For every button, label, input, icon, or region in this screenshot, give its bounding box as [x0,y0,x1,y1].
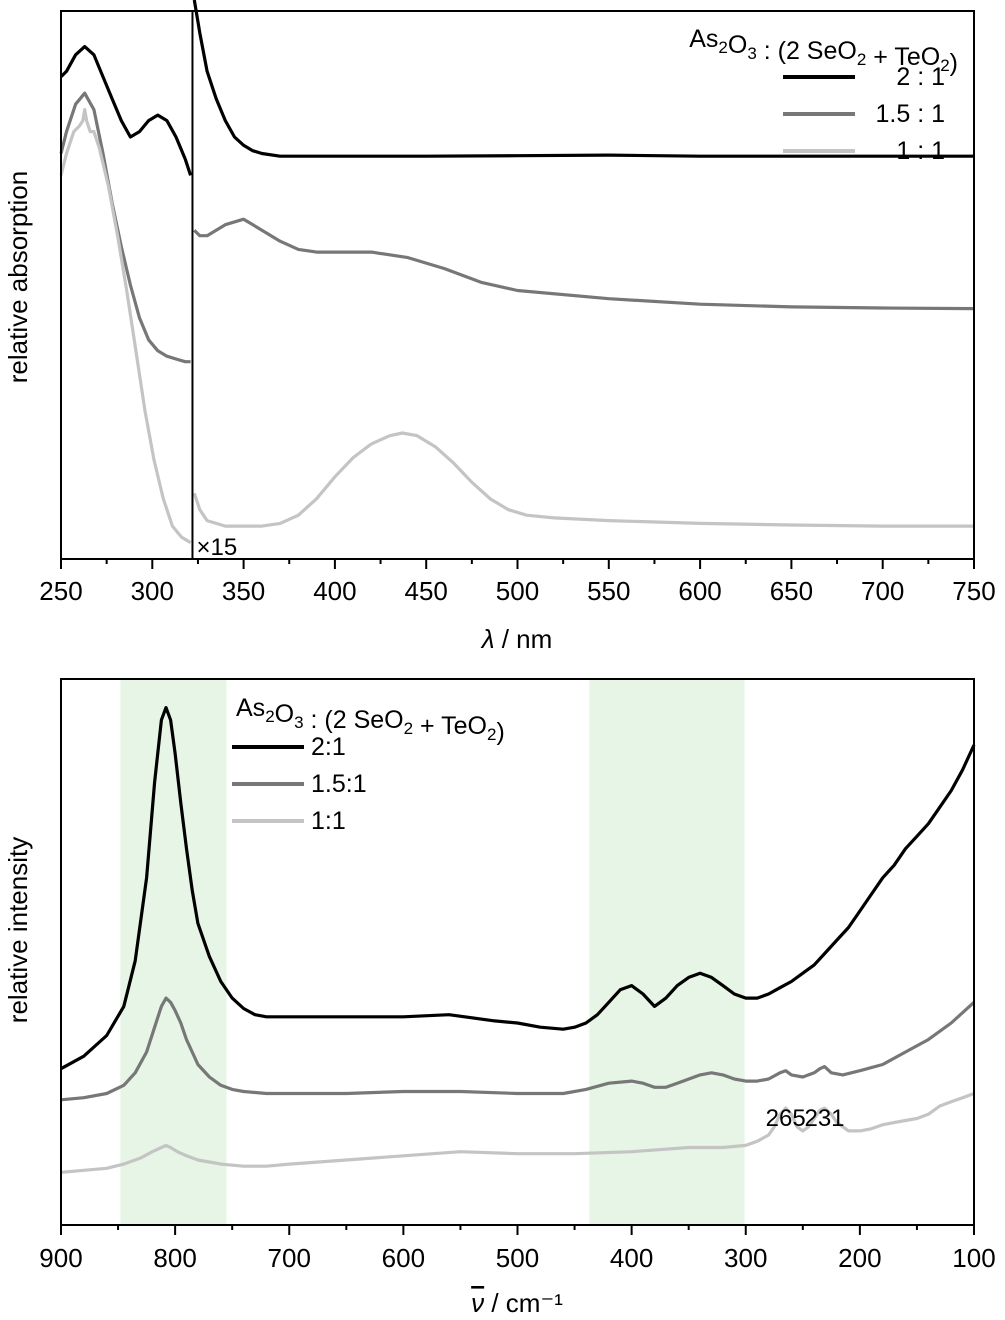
series-line-2-scaled [193,217,975,311]
x-tick-label: 300 [724,1243,767,1273]
absorption-series-layer [59,0,975,544]
highlight-band [589,679,745,1225]
x-tick-label: 100 [952,1243,995,1273]
series-line-3 [59,107,192,544]
legend-label: 1:1 [311,807,346,835]
legend-label: 1.5 : 1 [876,100,946,128]
x-tick-label: 200 [838,1243,881,1273]
x-tick-label: 650 [770,576,813,606]
series-line-2 [59,91,191,364]
raman-y-axis-label: relative intensity [3,837,33,1023]
legend-label: 1 : 1 [896,137,945,165]
legend-title: As2O3 : (2 SeO2 + TeO2) [689,25,958,77]
x-tick-label: 500 [496,576,539,606]
legend-label: 2:1 [311,733,346,761]
x-tick-label: 250 [39,576,82,606]
absorption-y-axis-label: relative absorption [3,171,33,383]
x-tick-label: 500 [496,1243,539,1273]
x-tick-label: 300 [131,576,174,606]
scale-factor-label: ×15 [196,534,237,561]
x-tick-label: 600 [678,576,721,606]
x-tick-label: 900 [39,1243,82,1273]
raman-x-ticks: 900 800 700 600 500 400 300 200 100 [39,1225,996,1273]
x-tick-label: 600 [382,1243,425,1273]
x-axis-symbol: λ [480,624,495,654]
series-line-1 [60,705,976,1071]
legend-title: As2O3 : (2 SeO2 + TeO2) [236,694,505,746]
x-tick-label: 350 [222,576,265,606]
series-line-3-scaled [192,431,974,528]
peak-label: 231 [804,1105,844,1132]
legend-label: 2 : 1 [896,63,945,91]
raman-series-layer [60,705,976,1174]
absorption-x-ticks: 250 300 350 400 450 500 550 600 650 700 750 [39,559,996,606]
raman-legend: As2O3 : (2 SeO2 + TeO2) 2:1 1.5:1 1:1 [232,694,505,835]
series-line-1 [59,44,193,176]
x-tick-label: 800 [153,1243,196,1273]
absorption-legend: As2O3 : (2 SeO2 + TeO2) 2 : 1 1.5 : 1 1 : … [689,25,958,165]
x-tick-label: 400 [313,576,356,606]
x-tick-label: 400 [610,1243,653,1273]
peak-label: 265 [766,1105,806,1132]
highlight-bands [120,679,745,1225]
legend-label: 1.5:1 [311,770,367,798]
absorption-x-axis-label: λ / nm [480,624,553,654]
x-tick-label: 700 [268,1243,311,1273]
x-tick-label: 750 [952,576,995,606]
raman-x-axis-label: ν / cm⁻¹ [471,1288,563,1318]
series-line-2 [60,996,976,1102]
x-tick-label: 450 [405,576,448,606]
series-line-1-scaled [192,0,974,158]
x-tick-label: 550 [587,576,630,606]
absorption-plot-frame [60,10,975,560]
x-tick-label: 700 [861,576,904,606]
series-line-3 [60,1091,975,1174]
x-axis-unit: / cm⁻¹ [484,1288,563,1318]
x-axis-unit: / nm [495,624,553,654]
x-axis-symbol: ν [471,1288,484,1318]
absorption-chart: ×15 250 300 350 400 450 500 550 600 650 700 750 As… [3,0,996,654]
